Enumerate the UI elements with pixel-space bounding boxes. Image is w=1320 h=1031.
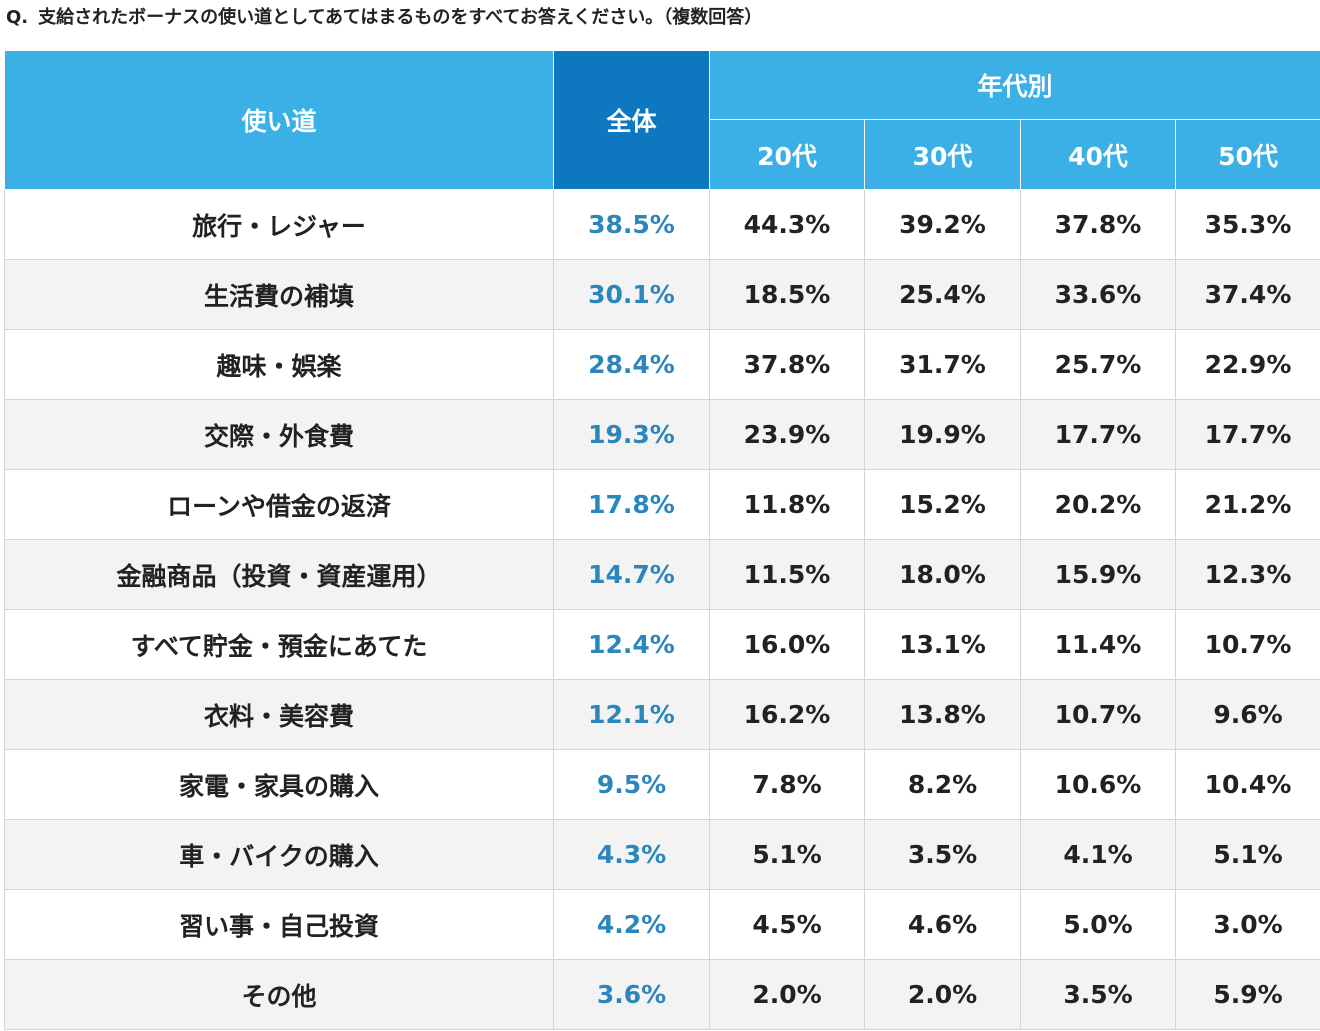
row-value-50s: 37.4% xyxy=(1174,259,1320,330)
table-row: 衣料・美容費 12.1% 16.2% 13.8% 10.7% 9.6% xyxy=(4,679,1320,750)
row-value-30s: 39.2% xyxy=(864,189,1021,260)
row-value-40s: 5.0% xyxy=(1020,889,1176,960)
row-value-50s: 9.6% xyxy=(1174,679,1320,750)
table-row: 習い事・自己投資 4.2% 4.5% 4.6% 5.0% 3.0% xyxy=(4,889,1320,960)
header-age-50s: 50代 xyxy=(1174,119,1320,190)
bonus-usage-table: 使い道 全体 年代別 20代 30代 40代 50代 旅行・レジャー 38.5% 4… xyxy=(4,50,1320,1030)
table-row: 金融商品（投資・資産運用） 14.7% 11.5% 18.0% 15.9% 12.3% xyxy=(4,539,1320,610)
row-value-40s: 33.6% xyxy=(1020,259,1176,330)
row-value-30s: 15.2% xyxy=(864,469,1021,540)
row-value-50s: 10.4% xyxy=(1174,749,1320,820)
header-age-30s: 30代 xyxy=(864,119,1021,190)
row-value-20s: 44.3% xyxy=(709,189,865,260)
row-value-50s: 21.2% xyxy=(1174,469,1320,540)
row-value-20s: 16.2% xyxy=(709,679,865,750)
row-value-40s: 11.4% xyxy=(1020,609,1176,680)
row-label: 習い事・自己投資 xyxy=(4,889,554,960)
row-value-30s: 2.0% xyxy=(864,959,1021,1030)
row-value-20s: 16.0% xyxy=(709,609,865,680)
row-label: 金融商品（投資・資産運用） xyxy=(4,539,554,610)
row-total-value: 12.4% xyxy=(553,609,710,680)
table-row: 生活費の補填 30.1% 18.5% 25.4% 33.6% 37.4% xyxy=(4,259,1320,330)
row-label: 旅行・レジャー xyxy=(4,189,554,260)
row-value-20s: 23.9% xyxy=(709,399,865,470)
header-total: 全体 xyxy=(553,50,710,190)
row-total-value: 12.1% xyxy=(553,679,710,750)
table-row: ローンや借金の返済 17.8% 11.8% 15.2% 20.2% 21.2% xyxy=(4,469,1320,540)
table-row: 家電・家具の購入 9.5% 7.8% 8.2% 10.6% 10.4% xyxy=(4,749,1320,820)
table-row: その他 3.6% 2.0% 2.0% 3.5% 5.9% xyxy=(4,959,1320,1030)
row-value-50s: 17.7% xyxy=(1174,399,1320,470)
row-value-40s: 37.8% xyxy=(1020,189,1176,260)
row-value-50s: 22.9% xyxy=(1174,329,1320,400)
row-value-50s: 5.9% xyxy=(1174,959,1320,1030)
row-value-20s: 2.0% xyxy=(709,959,865,1030)
row-value-30s: 18.0% xyxy=(864,539,1021,610)
row-value-40s: 4.1% xyxy=(1020,819,1176,890)
header-age-group: 年代別 xyxy=(708,50,1320,120)
row-label: ローンや借金の返済 xyxy=(4,469,554,540)
question-text: Q. 支給されたボーナスの使い道としてあてはまるものをすべてお答えください。（複数… xyxy=(6,4,762,32)
row-total-value: 19.3% xyxy=(553,399,710,470)
row-total-value: 9.5% xyxy=(553,749,710,820)
row-value-20s: 11.5% xyxy=(709,539,865,610)
row-total-value: 30.1% xyxy=(553,259,710,330)
row-value-40s: 10.6% xyxy=(1020,749,1176,820)
row-value-30s: 13.8% xyxy=(864,679,1021,750)
row-value-20s: 4.5% xyxy=(709,889,865,960)
row-value-20s: 7.8% xyxy=(709,749,865,820)
row-value-50s: 10.7% xyxy=(1174,609,1320,680)
row-value-30s: 3.5% xyxy=(864,819,1021,890)
row-value-50s: 5.1% xyxy=(1174,819,1320,890)
row-label: その他 xyxy=(4,959,554,1030)
row-value-50s: 12.3% xyxy=(1174,539,1320,610)
question-body: 支給されたボーナスの使い道としてあてはまるものをすべてお答えください。（複数回答… xyxy=(38,7,763,28)
row-label: 交際・外食費 xyxy=(4,399,554,470)
row-total-value: 38.5% xyxy=(553,189,710,260)
row-value-50s: 35.3% xyxy=(1174,189,1320,260)
row-value-20s: 5.1% xyxy=(709,819,865,890)
row-label: 車・バイクの購入 xyxy=(4,819,554,890)
table-row: 趣味・娯楽 28.4% 37.8% 31.7% 25.7% 22.9% xyxy=(4,329,1320,400)
row-value-40s: 17.7% xyxy=(1020,399,1176,470)
row-value-30s: 31.7% xyxy=(864,329,1021,400)
header-usage: 使い道 xyxy=(4,50,554,190)
row-value-20s: 37.8% xyxy=(709,329,865,400)
row-value-30s: 19.9% xyxy=(864,399,1021,470)
row-value-20s: 18.5% xyxy=(709,259,865,330)
row-value-50s: 3.0% xyxy=(1174,889,1320,960)
table-row: 車・バイクの購入 4.3% 5.1% 3.5% 4.1% 5.1% xyxy=(4,819,1320,890)
table-row: 旅行・レジャー 38.5% 44.3% 39.2% 37.8% 35.3% xyxy=(4,189,1320,260)
header-age-40s: 40代 xyxy=(1020,119,1176,190)
row-total-value: 17.8% xyxy=(553,469,710,540)
row-value-30s: 4.6% xyxy=(864,889,1021,960)
question-prefix: Q. xyxy=(6,7,29,28)
row-value-40s: 15.9% xyxy=(1020,539,1176,610)
table-row: すべて貯金・預金にあてた 12.4% 16.0% 13.1% 11.4% 10.7% xyxy=(4,609,1320,680)
row-value-30s: 8.2% xyxy=(864,749,1021,820)
row-value-30s: 25.4% xyxy=(864,259,1021,330)
row-value-40s: 10.7% xyxy=(1020,679,1176,750)
row-label: すべて貯金・預金にあてた xyxy=(4,609,554,680)
row-total-value: 14.7% xyxy=(553,539,710,610)
table-body: 旅行・レジャー 38.5% 44.3% 39.2% 37.8% 35.3% 生活費の補填 30… xyxy=(4,189,1320,1030)
row-total-value: 4.3% xyxy=(553,819,710,890)
row-value-30s: 13.1% xyxy=(864,609,1021,680)
row-value-20s: 11.8% xyxy=(709,469,865,540)
row-label: 生活費の補填 xyxy=(4,259,554,330)
table-header: 使い道 全体 年代別 20代 30代 40代 50代 xyxy=(4,50,1320,190)
row-label: 衣料・美容費 xyxy=(4,679,554,750)
header-age-20s: 20代 xyxy=(709,119,865,190)
row-total-value: 3.6% xyxy=(553,959,710,1030)
row-total-value: 4.2% xyxy=(553,889,710,960)
row-value-40s: 20.2% xyxy=(1020,469,1176,540)
row-total-value: 28.4% xyxy=(553,329,710,400)
row-label: 家電・家具の購入 xyxy=(4,749,554,820)
row-label: 趣味・娯楽 xyxy=(4,329,554,400)
row-value-40s: 3.5% xyxy=(1020,959,1176,1030)
row-value-40s: 25.7% xyxy=(1020,329,1176,400)
table-row: 交際・外食費 19.3% 23.9% 19.9% 17.7% 17.7% xyxy=(4,399,1320,470)
